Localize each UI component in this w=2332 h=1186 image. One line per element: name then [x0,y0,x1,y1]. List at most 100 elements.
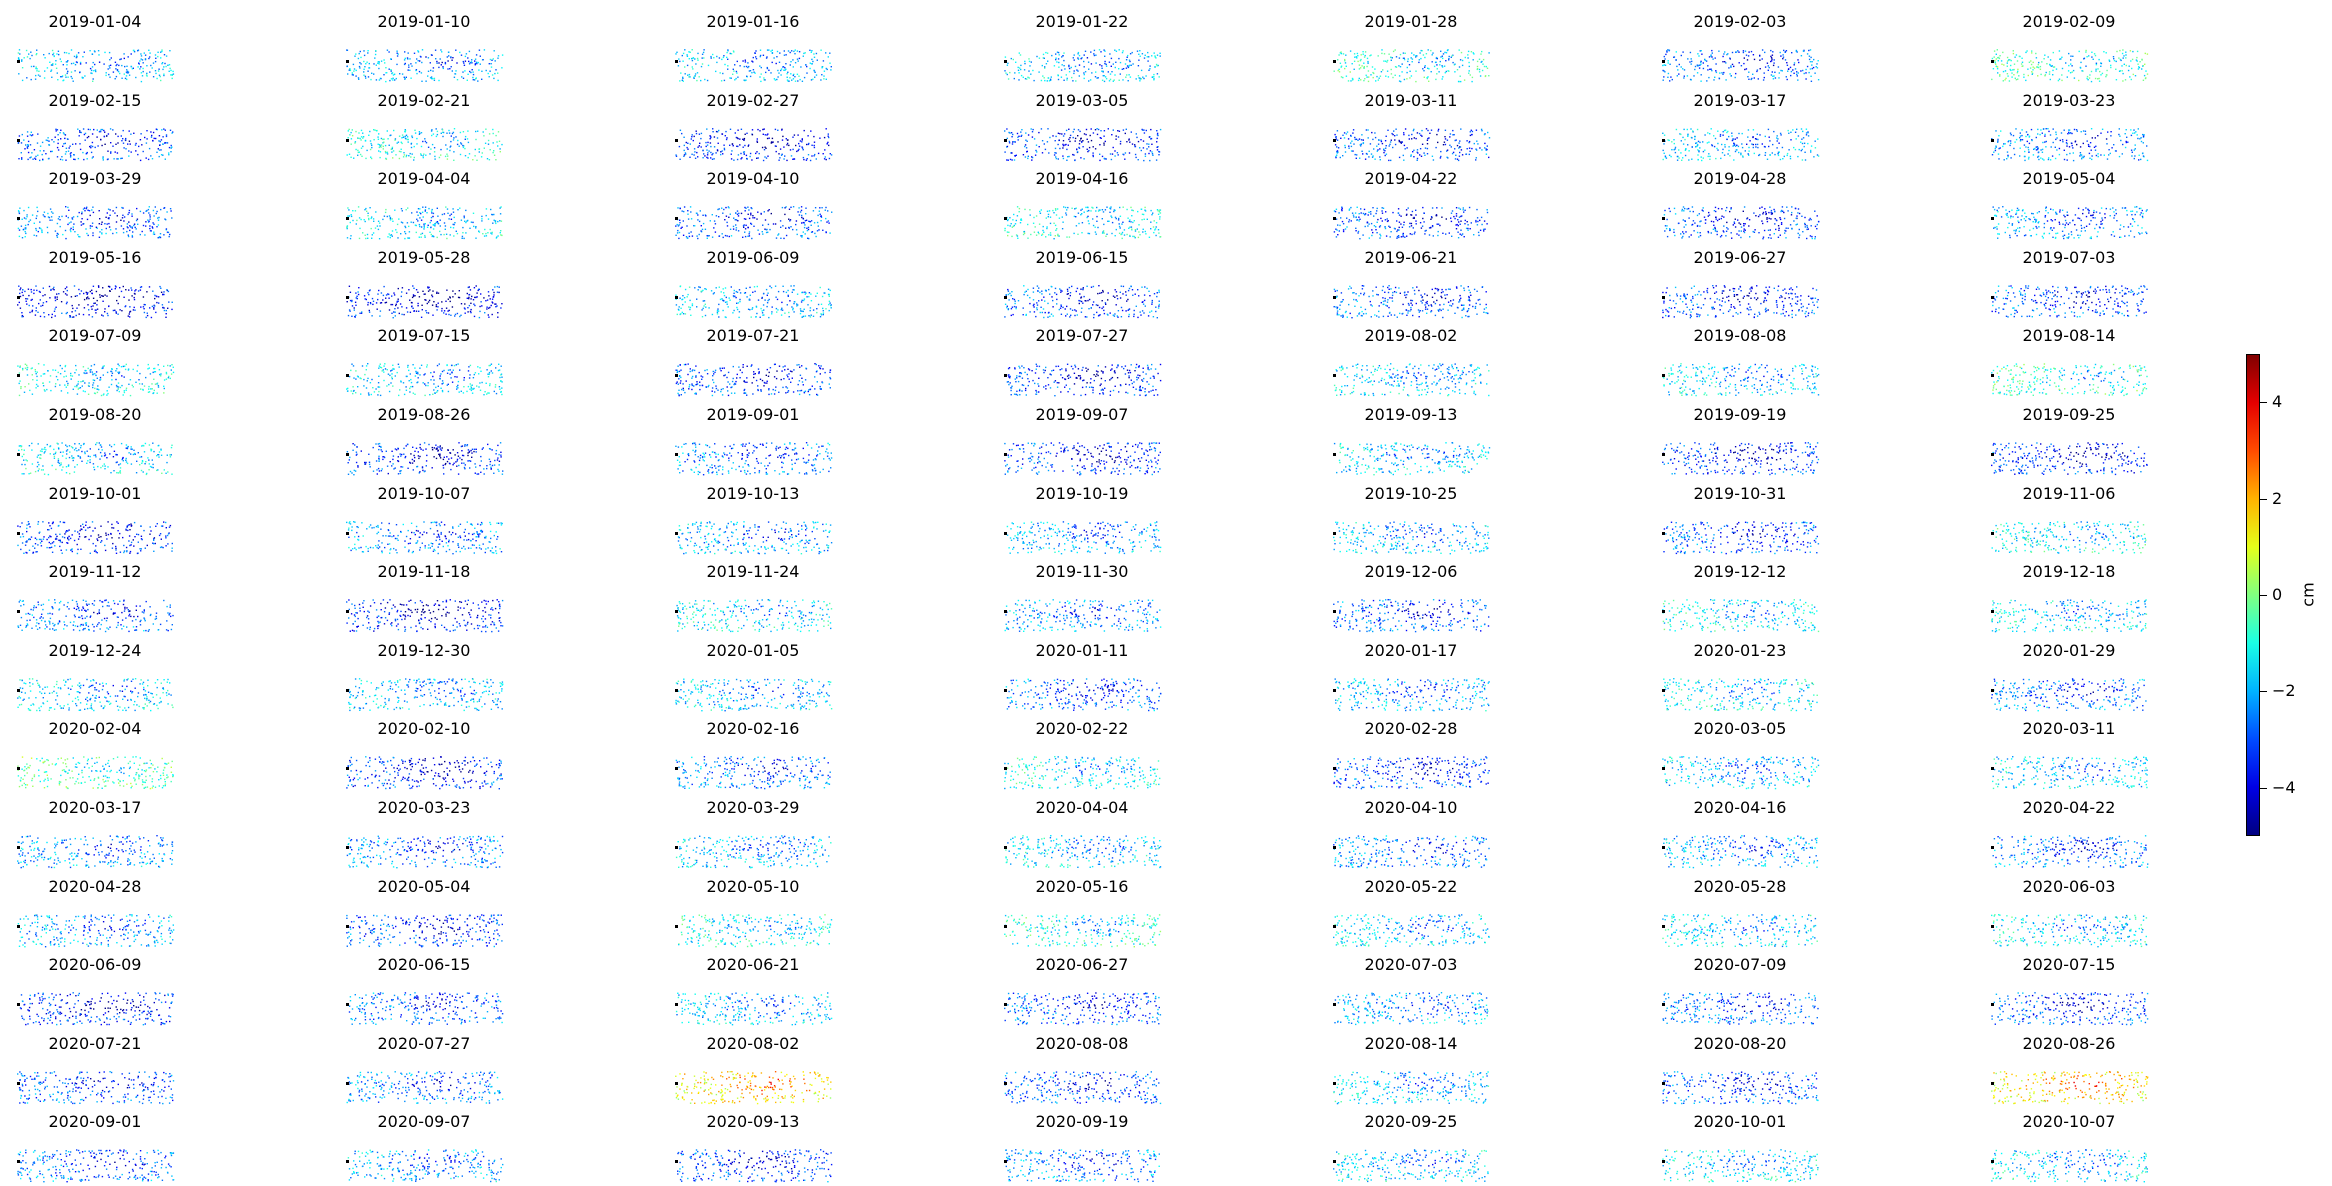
scatter-point [1035,144,1038,146]
scatter-point [2010,156,2012,159]
scatter-point [450,56,452,59]
scatter-point [1054,208,1057,210]
scatter-point [801,140,803,143]
scatter-point [1774,71,1776,73]
scatter-point [701,53,704,55]
scatter-point [751,128,754,131]
scatter-point [1115,218,1117,220]
scatter-point [2107,130,2109,133]
scatter-point [1751,142,1753,145]
scatter-point [378,79,381,81]
scatter-point [482,130,484,133]
scatter-point [35,53,37,56]
scatter-point [2079,145,2082,148]
scatter-point [389,79,391,82]
scatter-point [132,231,134,233]
scatter-point [430,76,433,78]
scatter-point [420,154,422,156]
scatter-point [1486,144,1488,147]
scatter-point [771,137,774,139]
scatter-point [1484,132,1486,135]
scatter-point [347,73,349,75]
scatter-point [2118,127,2120,130]
scatter-point [1697,53,1699,55]
scatter-point [2069,132,2071,134]
scatter-point [347,215,349,217]
scatter-point [689,206,692,208]
scatter-point [57,138,59,140]
scatter-point [1025,139,1027,141]
scatter-point [432,224,434,226]
scatter-point [438,156,441,158]
scatter-point [1389,226,1391,229]
scatter-point [358,52,360,55]
scatter-point [1381,210,1383,212]
scatter-point [73,55,76,58]
scatter-point [450,218,453,221]
scatter-point [1130,130,1132,133]
scatter-point [358,151,360,153]
scatter-point [38,70,40,72]
scatter-point [1773,75,1775,77]
scatter-point [1044,148,1047,150]
scatter-point [385,67,387,69]
scatter-point [2037,128,2039,130]
scatter-point [77,234,79,236]
scatter-point [124,77,127,80]
scatter-point [474,62,477,65]
scatter-point [1090,63,1093,65]
scatter-point [1454,147,1456,150]
scatter-point [1794,148,1797,150]
scatter-point [683,149,685,151]
scatter-point [1040,79,1043,82]
scatter-point [722,236,724,239]
scatter-point [444,225,447,227]
scatter-point [109,127,112,130]
scatter-point [1133,220,1135,222]
scatter-point [1436,133,1438,135]
scatter-point [683,153,686,156]
scatter-point [1041,64,1043,67]
scatter-point [1056,61,1058,63]
scatter-point [44,57,46,59]
scatter-point [688,232,690,235]
scatter-point [454,222,456,224]
scatter-point [1469,150,1471,152]
scatter-point [2085,51,2087,53]
scatter-point [690,137,692,140]
scatter-point [688,76,690,78]
scatter-point [1129,219,1131,221]
scatter-point [1010,131,1013,133]
scatter-point [481,151,483,154]
scatter-point [781,138,784,141]
scatter-point [160,51,162,53]
scatter-point [1466,139,1468,142]
scatter-point [61,76,63,78]
scatter-point [1062,146,1064,149]
scatter-point [1027,157,1029,159]
scatter-point [2013,153,2016,155]
scatter-point [400,148,402,150]
scatter-point [1136,136,1138,138]
scatter-point [145,141,148,144]
scatter-point [1080,57,1082,60]
scatter-point [1797,79,1799,81]
scatter-point [765,57,768,59]
scatter-point [1410,57,1412,59]
scatter-point [1472,52,1474,54]
scatter-point [468,60,470,63]
scatter-point [1083,132,1086,135]
scatter-point [1101,232,1104,235]
scatter-point [1045,63,1048,65]
scatter-point [737,76,739,78]
scatter-point [2121,52,2124,55]
scatter-point [148,212,150,214]
scatter-point [1481,223,1483,226]
scatter-point [76,56,78,58]
scatter-point [1458,66,1461,68]
panel-scatter-plot [675,206,833,240]
scatter-point [829,62,831,64]
scatter-point [756,140,758,142]
scatter-point [391,72,394,74]
scatter-point [1763,145,1766,147]
